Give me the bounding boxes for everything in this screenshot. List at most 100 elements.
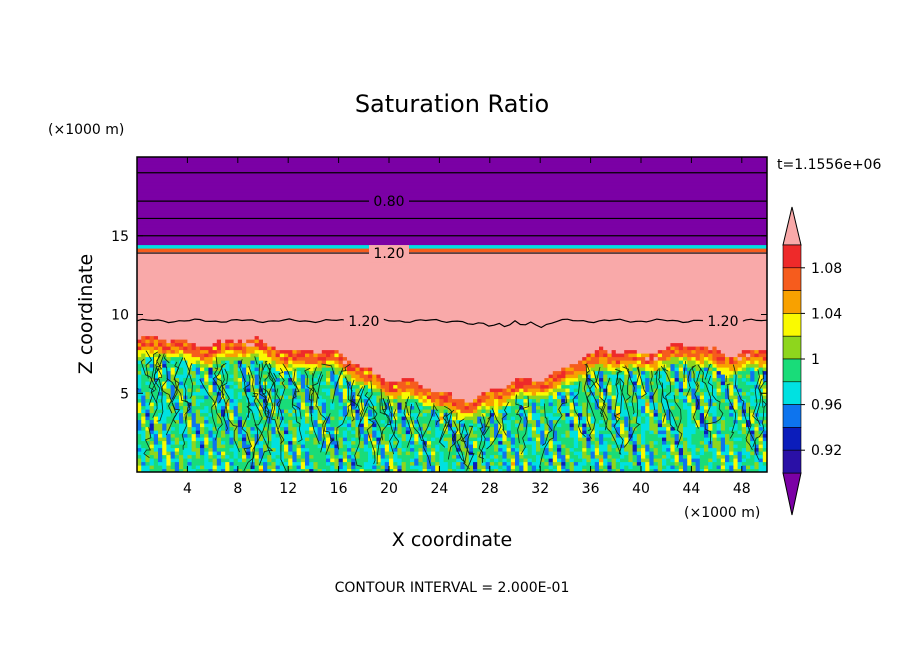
- contour-fill-cell: [250, 409, 260, 414]
- contour-fill-cell: [481, 426, 487, 431]
- contour-fill-cell: [733, 360, 739, 365]
- contour-fill-cell: [443, 437, 453, 442]
- contour-fill-cell: [733, 447, 743, 452]
- contour-fill-cell: [225, 384, 230, 389]
- contour-fill-cell: [494, 426, 499, 431]
- contour-fill-cell: [414, 440, 419, 445]
- contour-fill-cell: [212, 381, 218, 386]
- contour-fill-cell: [502, 468, 508, 472]
- contour-fill-cell: [422, 454, 428, 459]
- contour-fill-cell: [153, 402, 159, 407]
- contour-fill-cell: [586, 419, 592, 424]
- contour-fill-cell: [498, 402, 503, 407]
- contour-fill-cell: [506, 433, 512, 438]
- contour-fill-cell: [200, 465, 205, 470]
- contour-fill-cell: [305, 468, 310, 472]
- contour-fill-cell: [750, 374, 755, 379]
- contour-fill-cell: [137, 283, 767, 288]
- contour-fill-cell: [594, 433, 600, 438]
- contour-fill-cell: [704, 419, 709, 424]
- contour-fill-cell: [300, 461, 306, 466]
- contour-fill-cell: [145, 356, 155, 361]
- contour-fill-cell: [355, 458, 369, 463]
- contour-fill-cell: [384, 454, 390, 459]
- contour-line: [745, 406, 753, 451]
- contour-fill-cell: [380, 388, 386, 393]
- contour-fill-cell: [237, 416, 243, 421]
- contour-fill-cell: [435, 437, 440, 442]
- contour-fill-cell: [334, 402, 340, 407]
- contour-fill-cell: [296, 465, 302, 470]
- contour-fill-cell: [708, 426, 713, 431]
- contour-fill-cell: [519, 409, 524, 414]
- contour-fill-cell: [746, 444, 751, 449]
- contour-fill-cell: [561, 461, 566, 466]
- contour-fill-cell: [674, 458, 680, 463]
- contour-fill-cell: [179, 440, 184, 445]
- contour-fill-cell: [292, 447, 298, 452]
- contour-fill-cell: [225, 388, 235, 393]
- contour-fill-cell: [368, 384, 377, 389]
- contour-fill-cell: [414, 437, 419, 442]
- contour-fill-cell: [716, 423, 722, 428]
- contour-fill-cell: [477, 416, 482, 421]
- contour-fill-cell: [645, 402, 650, 407]
- contour-fill-cell: [691, 398, 697, 403]
- contour-fill-cell: [670, 374, 676, 379]
- contour-fill-cell: [758, 458, 764, 463]
- contour-fill-cell: [515, 416, 524, 421]
- contour-fill-cell: [275, 363, 285, 368]
- contour-fill-cell: [246, 349, 256, 354]
- contour-fill-cell: [704, 363, 709, 368]
- contour-fill-cell: [548, 468, 554, 472]
- contour-fill-cell: [254, 416, 260, 421]
- contour-fill-cell: [204, 374, 209, 379]
- contour-fill-cell: [275, 468, 285, 472]
- contour-fill-cell: [540, 388, 545, 393]
- contour-fill-cell: [137, 349, 151, 354]
- contour-fill-cell: [565, 381, 571, 386]
- contour-fill-cell: [397, 454, 415, 459]
- contour-fill-cell: [418, 405, 424, 410]
- contour-fill-cell: [678, 374, 688, 379]
- contour-fill-cell: [305, 451, 310, 456]
- contour-fill-cell: [376, 447, 382, 452]
- contour-fill-cell: [258, 370, 272, 375]
- contour-fill-cell: [200, 356, 205, 361]
- contour-fill-cell: [229, 440, 235, 445]
- contour-fill-cell: [380, 433, 386, 438]
- contour-fill-cell: [540, 412, 545, 417]
- contour-fill-cell: [397, 430, 403, 435]
- contour-fill-cell: [674, 426, 680, 431]
- contour-fill-cell: [485, 461, 491, 466]
- contour-fill-cell: [544, 409, 554, 414]
- contour-fill-cell: [695, 419, 701, 424]
- contour-fill-cell: [456, 454, 461, 459]
- contour-fill-cell: [279, 377, 289, 382]
- contour-fill-cell: [292, 356, 298, 361]
- contour-fill-cell: [397, 468, 403, 472]
- contour-fill-cell: [221, 388, 226, 393]
- contour-fill-cell: [149, 451, 159, 456]
- contour-fill-cell: [145, 363, 151, 368]
- contour-fill-cell: [263, 468, 268, 472]
- contour-fill-cell: [149, 426, 155, 431]
- contour-fill-cell: [153, 416, 159, 421]
- contour-fill-cell: [221, 360, 226, 365]
- contour-fill-cell: [191, 412, 197, 417]
- contour-fill-cell: [594, 454, 604, 459]
- contour-fill-cell: [506, 423, 512, 428]
- contour-fill-cell: [704, 465, 709, 470]
- contour-fill-cell: [233, 440, 239, 445]
- contour-fill-cell: [720, 458, 726, 463]
- contour-fill-cell: [754, 451, 760, 456]
- contour-fill-cell: [242, 374, 247, 379]
- contour-fill-cell: [540, 454, 545, 459]
- contour-fill-cell: [729, 447, 734, 452]
- contour-fill-cell: [237, 377, 243, 382]
- contour-fill-cell: [237, 447, 243, 452]
- contour-fill-cell: [611, 388, 617, 393]
- contour-fill-cell: [481, 447, 487, 452]
- contour-fill-cell: [590, 447, 596, 452]
- contour-fill-cell: [397, 409, 403, 414]
